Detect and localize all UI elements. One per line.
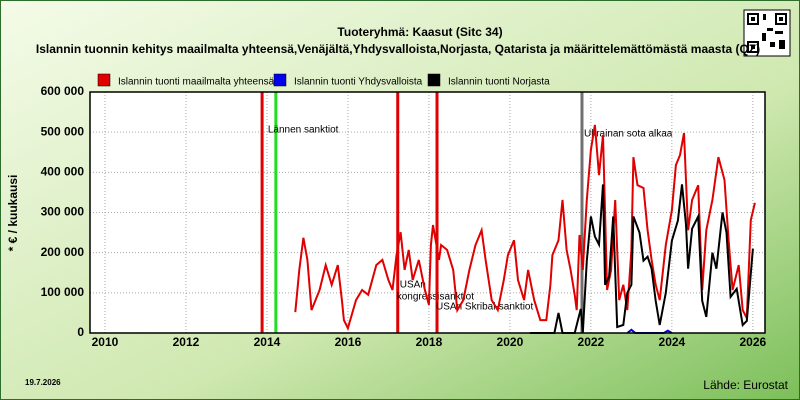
y-tick-label: 500 000 — [41, 124, 85, 138]
y-tick-label: 200 000 — [41, 245, 85, 259]
y-tick-label: 300 000 — [41, 205, 85, 219]
y-tick-label: 400 000 — [41, 165, 85, 179]
legend-swatch — [427, 73, 441, 87]
x-tick-label: 2024 — [659, 335, 686, 349]
plot-border — [89, 91, 766, 334]
chart-title: Tuoteryhmä: Kaasut (Sitc 34) — [337, 25, 502, 39]
x-tick-label: 2022 — [578, 335, 605, 349]
event-label: Lännen sanktiot — [268, 125, 339, 136]
legend-swatch — [97, 73, 111, 87]
series-line — [530, 184, 754, 334]
event-label: Ukrainan sota alkaa — [584, 129, 673, 140]
event-label: kongressisanktiot — [397, 292, 474, 303]
y-axis-label: * € / kuukausi — [6, 175, 20, 252]
legend-label: Islannin tuonti Norjasta — [448, 77, 550, 88]
legend-label: Islannin tuonti Yhdysvalloista — [294, 77, 423, 88]
plot-area — [90, 92, 765, 333]
source: Lähde: Eurostat — [703, 378, 788, 392]
y-tick-label: 0 — [77, 325, 84, 339]
x-tick-label: 2020 — [497, 335, 524, 349]
legend-label: Islannin tuonti maailmalta yhteensä — [118, 77, 275, 88]
chart-subtitle: Islannin tuonnin kehitys maailmalta yhte… — [36, 42, 760, 56]
x-tick-label: 2012 — [173, 335, 200, 349]
y-tick-label: 100 000 — [41, 285, 85, 299]
x-tick-label: 2016 — [335, 335, 362, 349]
x-tick-label: 2018 — [416, 335, 443, 349]
x-tick-label: 2026 — [740, 335, 767, 349]
series-line — [294, 124, 756, 331]
legend-swatch — [273, 73, 287, 87]
event-label: USAn — [400, 280, 426, 291]
y-tick-label: 600 000 — [41, 84, 85, 98]
date: 19.7.2026 — [25, 378, 61, 387]
x-tick-label: 2010 — [92, 335, 119, 349]
x-tick-label: 2014 — [254, 335, 281, 349]
event-label: USAn Skribal-sanktiot — [436, 302, 533, 313]
qr-code — [743, 9, 791, 57]
